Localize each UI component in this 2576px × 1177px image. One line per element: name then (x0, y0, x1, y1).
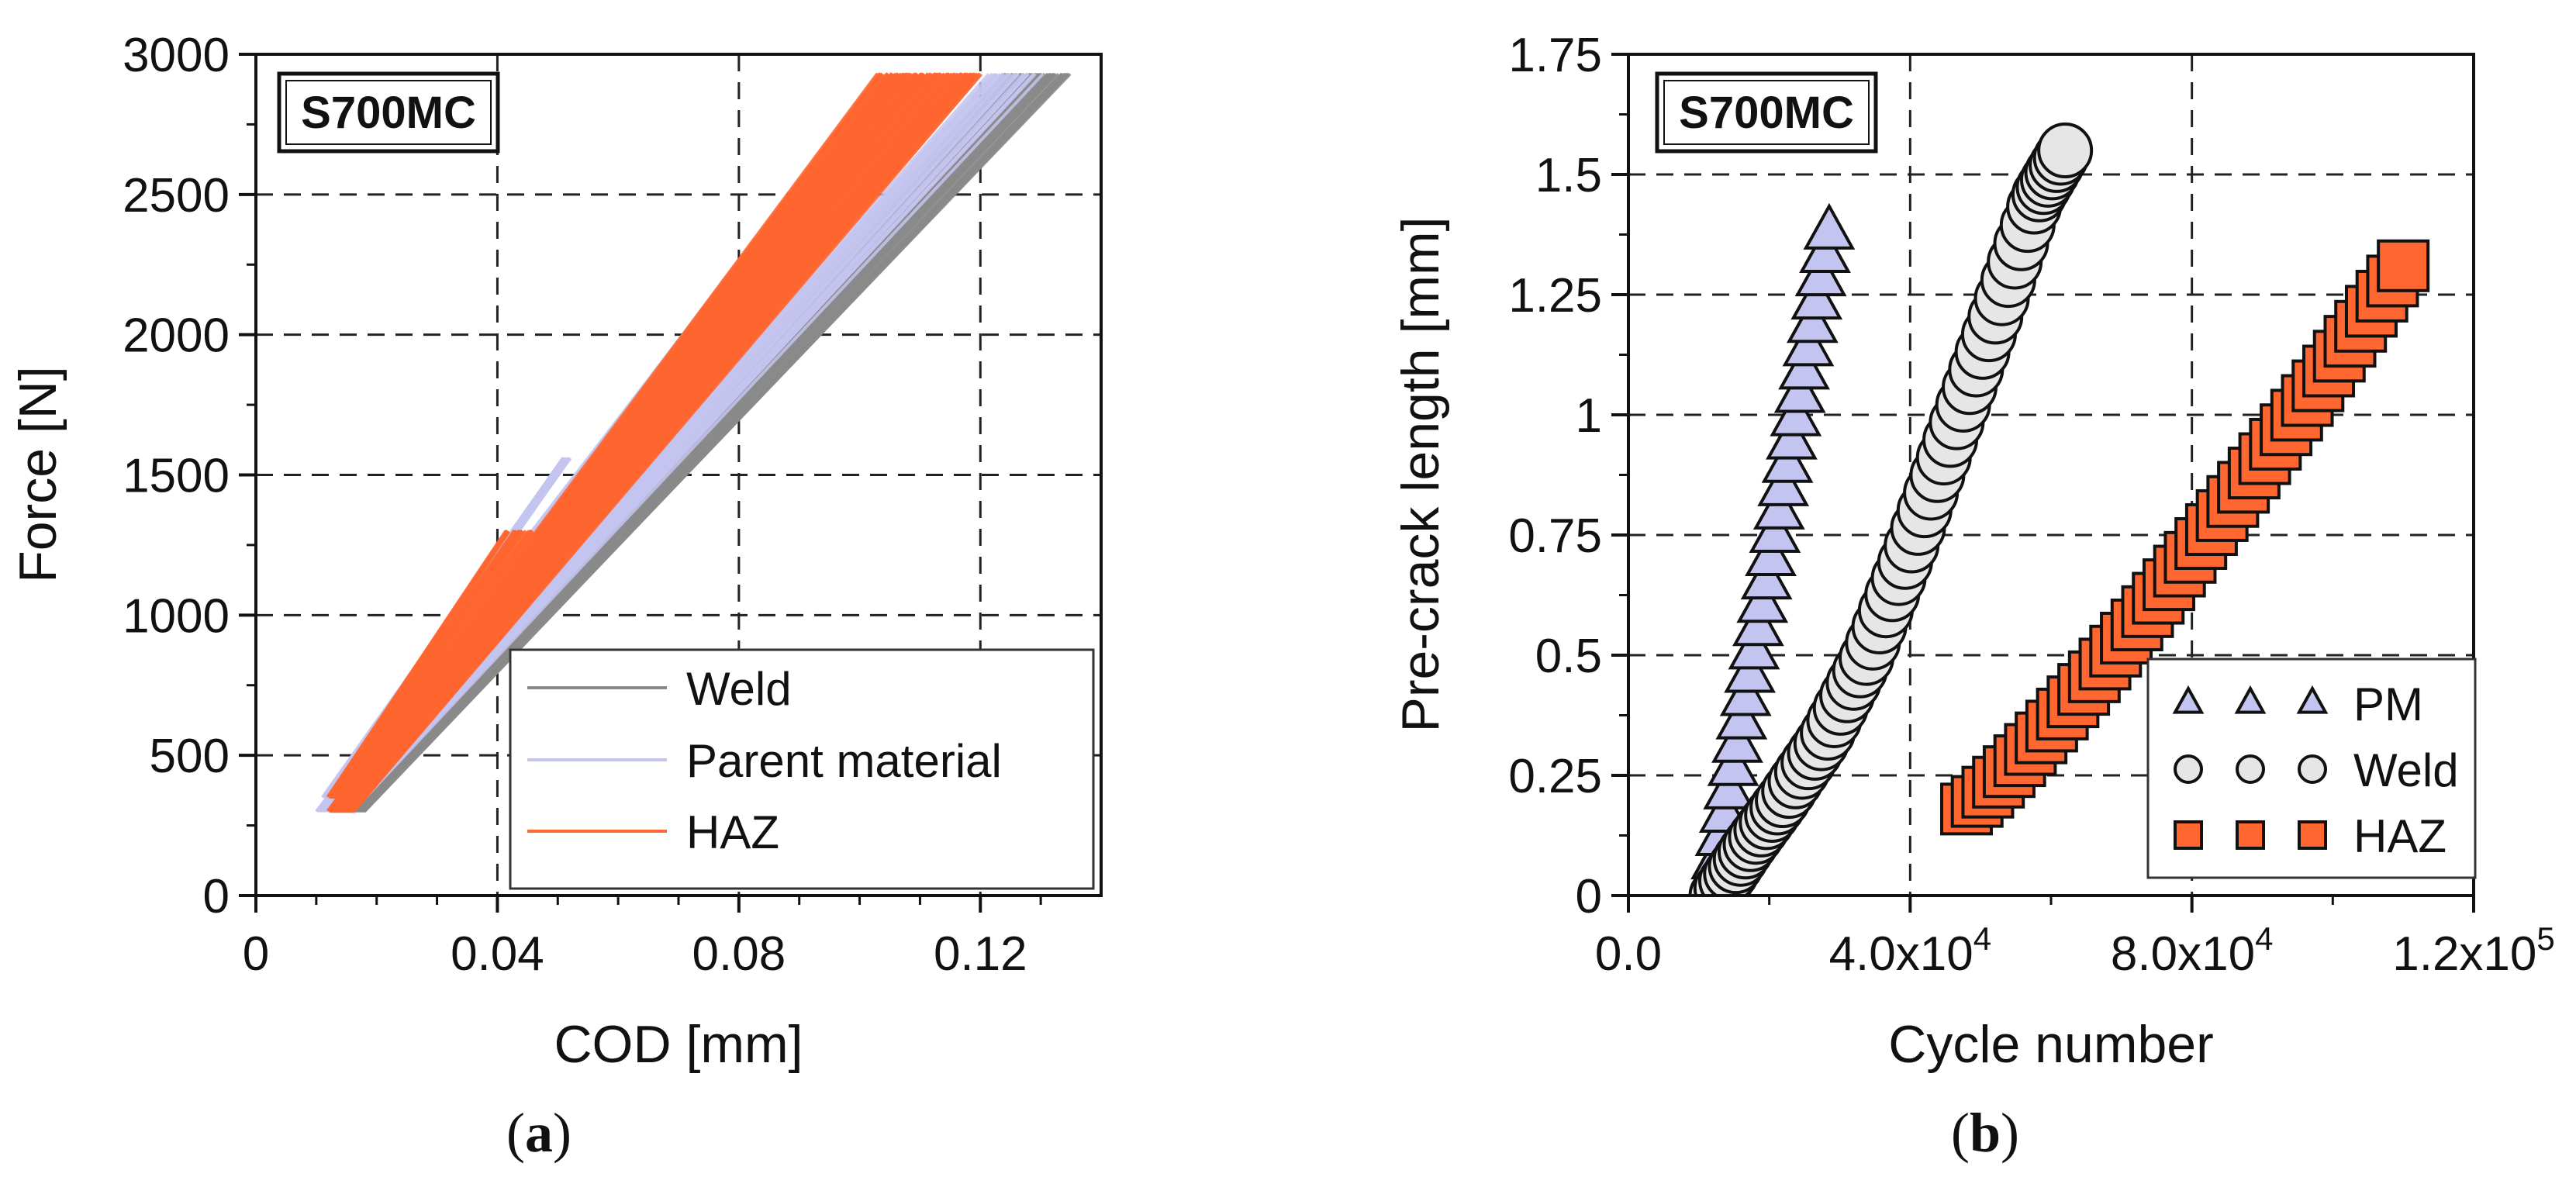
panel-b-y-tick-label: 1.75 (1508, 29, 1602, 82)
panel-a-y-tick-label: 1500 (123, 450, 230, 503)
legend-marker-triangle (2172, 685, 2205, 714)
series-haz (1940, 239, 2430, 836)
panel-b-y-axis-label: Pre-crack length [mm] (1391, 216, 1450, 732)
triangle-point (1745, 529, 1797, 577)
panel-a-x-tick-label: 0.08 (692, 927, 786, 981)
panel-a-letter: a (525, 1102, 553, 1164)
panel-a-caption: (a) (506, 1102, 571, 1164)
panel-a-y-tick-label: 2000 (123, 309, 230, 363)
panel-a-x-tick-label: 0 (243, 927, 269, 981)
triangle-point (1799, 226, 1851, 274)
panel-b-y-tick-label: 1.25 (1508, 269, 1602, 323)
triangle-point (1736, 576, 1789, 623)
cod-curve (332, 530, 534, 799)
legend-label-2: HAZ (686, 806, 779, 858)
panel-b-x-tick-label: 4.0x104 (1829, 920, 1992, 981)
panel-b-letter: b (1970, 1102, 2001, 1164)
panel-a-y-axis-label: Force [N] (9, 366, 67, 583)
triangle-point (1786, 296, 1839, 343)
triangle-point (1728, 623, 1780, 670)
panel-a-y-tick-label: 3000 (123, 29, 230, 82)
panel-a-y-tick-label: 500 (150, 730, 230, 783)
legend-marker-circle (2174, 754, 2203, 784)
circle-point (2037, 123, 2094, 178)
legend-label-0: Weld (686, 663, 792, 715)
triangle-point (1757, 459, 1810, 506)
panel-a-badge: S700MC (277, 71, 500, 154)
cod-curve (351, 72, 1045, 813)
triangle-point (1803, 202, 1856, 250)
legend-marker-square (2298, 820, 2327, 850)
triangle-point (1761, 436, 1814, 483)
cod-curve (350, 72, 982, 813)
legend-marker-circle (2236, 754, 2265, 784)
panel-b-badge-text: S700MC (1679, 88, 1854, 138)
triangle-point (1707, 739, 1759, 786)
legend-marker-square (2174, 820, 2203, 850)
panel-b-badge: S700MC (1655, 71, 1878, 154)
triangle-point (1773, 366, 1826, 413)
panel-a-y-tick-label: 1000 (123, 589, 230, 643)
panel-b-caption: (b) (1951, 1102, 2019, 1164)
panel-b-x-tick-exponent: 5 (2536, 920, 2554, 957)
triangle-point (1766, 412, 1818, 460)
panel-b-x-axis-label: Cycle number (1888, 1015, 2214, 1074)
panel-b-y-tick-label: 0.5 (1535, 630, 1602, 683)
panel-a-data (315, 72, 1072, 813)
panel-b-y-tick-label: 1.5 (1535, 149, 1602, 202)
panel-a-badge-text: S700MC (301, 88, 476, 138)
triangle-point (1719, 669, 1772, 716)
panel-b-x-tick-exponent: 4 (1973, 920, 1991, 957)
square-point (2377, 239, 2430, 292)
panel-a-force-vs-cod: 0 0.04 0.08 0.12 0 500 1000 1500 2000 2500 3000 CO… (9, 29, 1103, 1164)
triangle-point (1703, 762, 1756, 809)
triangle-point (1778, 343, 1830, 390)
panel-b-crack-length-vs-cycles: 0.0 4.0x104 8.0x104 1.2x105 0 0.25 0.5 0.75 1 1.2… (1391, 29, 2555, 1164)
panel-b-y-tick-label: 0 (1576, 870, 1602, 923)
legend-marker-triangle (2234, 685, 2267, 714)
legend-marker-square (2236, 820, 2265, 850)
legend-marker-triangle (2296, 685, 2329, 714)
triangle-point (1724, 646, 1777, 693)
triangle-point (1749, 506, 1801, 553)
panel-b-ticks: 0.0 4.0x104 8.0x104 1.2x105 0 0.25 0.5 0.75 1 1.2… (1508, 29, 2554, 981)
legend-label-2: HAZ (2353, 810, 2447, 862)
legend-label-0: PM (2353, 678, 2423, 730)
cod-curve (363, 72, 1070, 813)
triangle-point (1770, 389, 1822, 437)
panel-b-x-tick-label: 0.0 (1595, 927, 1662, 981)
panel-a-x-tick-label: 0.12 (934, 927, 1027, 981)
triangle-point (1782, 319, 1835, 367)
triangle-point (1752, 482, 1805, 530)
triangle-point (1715, 692, 1768, 740)
panel-b-y-tick-label: 0.75 (1508, 509, 1602, 563)
triangle-point (1732, 599, 1784, 647)
panel-a-ticks: 0 0.04 0.08 0.12 0 500 1000 1500 2000 2500 3000 (123, 29, 1042, 981)
legend-marker-circle (2298, 754, 2327, 784)
panel-b-y-tick-label: 1 (1576, 389, 1602, 443)
panel-a-y-tick-label: 0 (203, 870, 230, 923)
panel-b-y-tick-label: 0.25 (1508, 750, 1602, 803)
triangle-point (1711, 716, 1763, 763)
panel-b-legend: PM Weld HAZ (2146, 658, 2477, 879)
panel-b-x-tick-label: 8.0x104 (2111, 920, 2274, 981)
legend-label-1: Parent material (686, 735, 1002, 787)
panel-a-x-axis-label: COD [mm] (554, 1015, 803, 1074)
triangle-point (1794, 249, 1847, 297)
triangle-point (1790, 273, 1843, 320)
panel-b-x-tick-exponent: 4 (2255, 920, 2273, 957)
panel-b-data (1688, 123, 2430, 896)
panel-a-legend: Weld Parent material HAZ (509, 648, 1095, 890)
triangle-point (1740, 553, 1793, 600)
legend-label-1: Weld (2353, 744, 2459, 796)
series-weld (1688, 123, 2094, 896)
panel-a-y-tick-label: 2500 (123, 169, 230, 223)
panel-b-x-tick-label: 1.2x105 (2392, 920, 2555, 981)
panel-a-x-tick-label: 0.04 (451, 927, 544, 981)
series-haz (326, 72, 982, 813)
